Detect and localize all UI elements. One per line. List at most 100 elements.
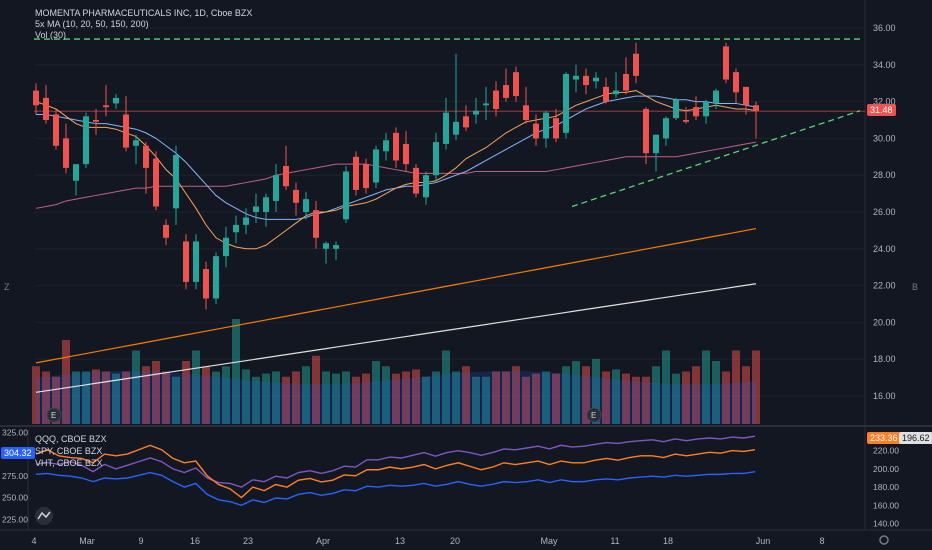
volume-bar [642, 376, 650, 424]
volume-bar [242, 369, 250, 424]
candle-body [383, 140, 389, 152]
left-compare-tag: 304.32 [1, 447, 35, 459]
candle-body [663, 118, 669, 139]
volume-bar [752, 350, 760, 424]
right-b-icon[interactable]: B [912, 282, 919, 292]
candle-body [513, 72, 519, 97]
earnings-marker [586, 407, 602, 423]
candle-body [293, 189, 299, 203]
volume-bar [142, 366, 150, 424]
price-tick-label: 16.00 [873, 391, 896, 401]
candle-body [443, 112, 449, 144]
logo-mark [37, 511, 51, 520]
candle-body [343, 171, 349, 220]
volume-bar [482, 376, 490, 424]
candle-body [623, 74, 629, 91]
qqq-line [35, 435, 756, 488]
volume-bar [152, 361, 160, 424]
candle-body [283, 166, 289, 187]
volume-bar [122, 371, 130, 424]
ma200-line [35, 283, 757, 393]
left-tick-label: 275.00 [2, 471, 28, 481]
volume-bar [42, 371, 50, 424]
volume-bar [532, 373, 540, 424]
volume-bar [132, 350, 140, 424]
time-axis-label: 23 [243, 536, 253, 546]
candle-body [433, 142, 439, 176]
time-axis-label: 20 [450, 536, 460, 546]
volume-bar [72, 371, 80, 424]
volume-bar [82, 371, 90, 424]
time-axis-label: 16 [190, 536, 200, 546]
candle-body [413, 167, 419, 194]
candle-body [483, 103, 489, 106]
volume-bar [542, 371, 550, 424]
price-tick-label: 18.00 [873, 354, 896, 364]
volume-bar [252, 376, 260, 424]
candle-body [613, 90, 619, 95]
candle-body [43, 97, 49, 120]
right-tick-label: 160.00 [873, 500, 899, 510]
volume-bar [232, 319, 240, 424]
candle-body [733, 72, 739, 93]
candle-body [403, 143, 409, 165]
volume-bar [162, 371, 170, 424]
earnings-marker [46, 407, 62, 423]
volume-bar [312, 355, 320, 424]
time-axis-label: May [540, 536, 558, 546]
price-tick-label: 34.00 [873, 60, 896, 70]
volume-bar [332, 373, 340, 424]
volume-bar [652, 366, 660, 424]
ma150-line [35, 227, 757, 364]
candle-body [113, 97, 119, 104]
spy-line [35, 444, 756, 499]
volume-bar [112, 373, 120, 424]
candle-body [353, 156, 359, 190]
candle-body [103, 105, 109, 108]
last-price-tag: 31.48 [867, 104, 896, 116]
volume-indicator-label[interactable]: Vol (30) [35, 30, 67, 40]
time-axis-label: Apr [316, 536, 330, 546]
volume-bar [392, 373, 400, 424]
volume-bar [722, 371, 730, 424]
price-tick-label: 20.00 [873, 317, 896, 327]
volume-bar [562, 366, 570, 424]
time-axis-label: 4 [31, 536, 36, 546]
volume-bar [572, 361, 580, 424]
legend-qqq: QQQ, CBOE BZX [35, 434, 107, 444]
volume-bar [262, 373, 270, 424]
volume-bar [372, 361, 380, 424]
candle-body [273, 175, 279, 201]
candle-body [173, 154, 179, 209]
volume-bar [732, 350, 740, 424]
candle-body [743, 86, 749, 106]
candle-body [263, 197, 269, 212]
candle-body [213, 256, 219, 299]
volume-bar [402, 371, 410, 424]
left-z-icon[interactable]: Z [4, 282, 10, 292]
support-trendline [571, 110, 861, 208]
volume-bar [302, 366, 310, 424]
legend-vht: VHT, CBOE BZX [35, 458, 103, 468]
candle-body [63, 138, 69, 168]
volume-bar [582, 366, 590, 424]
candle-body [33, 90, 39, 106]
earnings-marker-label: E [51, 411, 56, 420]
price-tick-label: 24.00 [873, 244, 896, 254]
volume-bar [32, 366, 40, 424]
volume-bar [612, 369, 620, 424]
volume-bar [272, 371, 280, 424]
volume-bar [452, 371, 460, 424]
ma-indicator-label[interactable]: 5x MA (10, 20, 50, 150, 200) [35, 19, 149, 29]
legend-spy: SPY, CBOE BZX [35, 446, 103, 456]
price-tick-label: 22.00 [873, 281, 896, 291]
candle-body [83, 116, 89, 165]
volume-bar [102, 371, 110, 424]
volume-bar [202, 366, 210, 424]
volume-bar [422, 376, 430, 424]
volume-ma-area [36, 371, 756, 424]
price-tick-label: 26.00 [873, 207, 896, 217]
vht-line [35, 470, 756, 507]
